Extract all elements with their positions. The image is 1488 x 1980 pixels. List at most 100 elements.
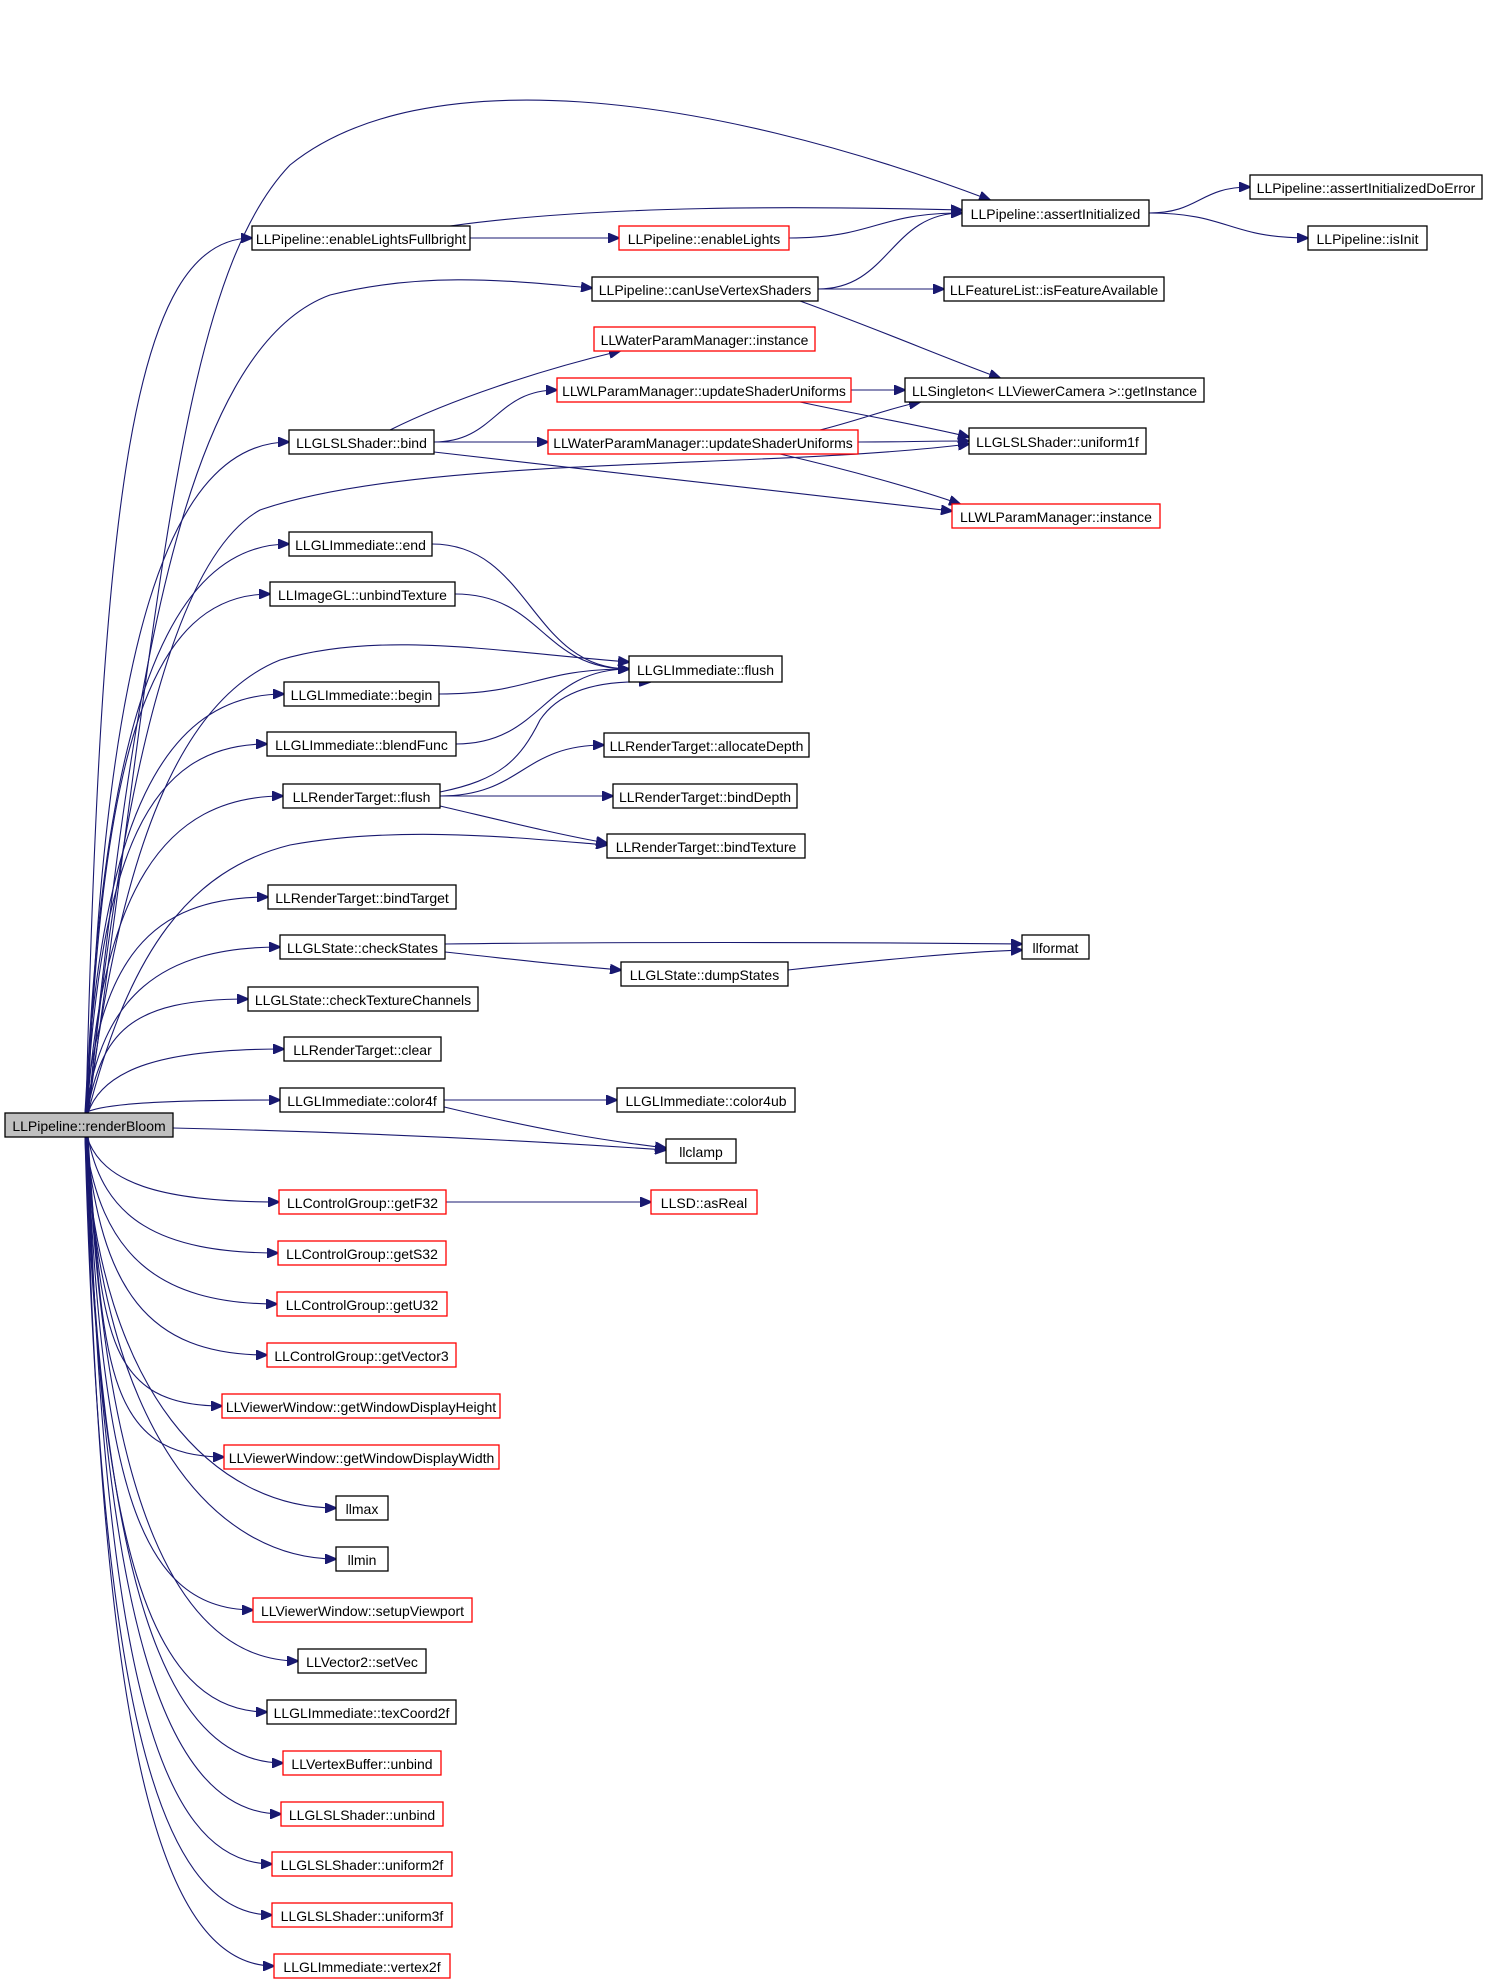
edge-renderBloom-to-vertex2f <box>85 1136 274 1966</box>
node-texCoord2f[interactable]: LLGLImmediate::texCoord2f <box>266 1699 457 1725</box>
node-label: LLViewerWindow::setupViewport <box>261 1603 464 1619</box>
node-label: LLControlGroup::getU32 <box>286 1297 439 1313</box>
node-label: LLGLImmediate::vertex2f <box>283 1959 440 1975</box>
node-box <box>591 276 819 302</box>
node-checkTextureChannels[interactable]: LLGLState::checkTextureChannels <box>247 986 479 1012</box>
edge-renderBloom-to-rtFlush <box>86 796 283 1114</box>
node-llformat[interactable]: llformat <box>1021 934 1090 960</box>
node-box <box>1249 174 1483 200</box>
node-uniform3f[interactable]: LLGLSLShader::uniform3f <box>271 1902 453 1928</box>
node-immEnd[interactable]: LLGLImmediate::end <box>288 531 433 557</box>
node-label: LLGLState::checkTextureChannels <box>255 992 471 1008</box>
edge-renderBloom-to-blendFunc <box>85 744 267 1114</box>
node-wlInstance[interactable]: LLWLParamManager::instance <box>951 503 1161 529</box>
node-unbindTexture[interactable]: LLImageGL::unbindTexture <box>269 581 456 607</box>
node-immFlush[interactable]: LLGLImmediate::flush <box>628 655 783 683</box>
edge-renderBloom-to-displayHeight <box>86 1136 222 1406</box>
node-label: LLVector2::setVec <box>306 1654 418 1670</box>
node-checkStates[interactable]: LLGLState::checkStates <box>279 934 446 960</box>
node-immBegin[interactable]: LLGLImmediate::begin <box>283 681 440 707</box>
node-blendFunc[interactable]: LLGLImmediate::blendFunc <box>266 731 457 757</box>
edge-renderBloom-to-getVector3 <box>85 1136 267 1355</box>
node-getS32[interactable]: LLControlGroup::getS32 <box>277 1240 447 1266</box>
node-label: LLGLState::dumpStates <box>630 967 779 983</box>
node-llmin[interactable]: llmin <box>335 1546 389 1572</box>
node-vbUnbind[interactable]: LLVertexBuffer::unbind <box>282 1750 442 1776</box>
node-bindTexture[interactable]: LLRenderTarget::bindTexture <box>606 833 806 859</box>
node-box <box>277 1240 447 1266</box>
node-label: LLPipeline::renderBloom <box>12 1118 165 1134</box>
edge-renderBloom-to-llclamp <box>172 1127 666 1150</box>
edge-waterUpdateShaderUniforms-to-wlInstance <box>779 453 960 504</box>
node-llclamp[interactable]: llclamp <box>665 1138 737 1164</box>
node-rtClear[interactable]: LLRenderTarget::clear <box>283 1036 442 1062</box>
node-getF32[interactable]: LLControlGroup::getF32 <box>278 1189 447 1215</box>
edge-shaderBind-to-wlInstance <box>433 451 952 511</box>
node-displayHeight[interactable]: LLViewerWindow::getWindowDisplayHeight <box>221 1393 501 1419</box>
node-label: LLPipeline::enableLightsFullbright <box>256 231 466 247</box>
edge-blendFunc-to-immFlush <box>455 669 629 745</box>
node-isFeatureAvailable[interactable]: LLFeatureList::isFeatureAvailable <box>943 276 1165 302</box>
edge-renderBloom-to-llmax <box>84 1136 336 1508</box>
node-getU32[interactable]: LLControlGroup::getU32 <box>276 1291 448 1317</box>
node-wlUpdateShaderUniforms[interactable]: LLWLParamManager::updateShaderUniforms <box>556 377 852 403</box>
node-assertInitialized[interactable]: LLPipeline::assertInitialized <box>961 199 1150 227</box>
node-box <box>297 1648 427 1674</box>
node-color4ub[interactable]: LLGLImmediate::color4ub <box>616 1087 796 1113</box>
node-box <box>1021 934 1090 960</box>
node-box <box>904 377 1205 403</box>
edge-wlUpdateShaderUniforms-to-uniform1f <box>799 401 969 437</box>
node-label: LLGLSLShader::bind <box>296 435 427 451</box>
node-llmax[interactable]: llmax <box>335 1495 389 1521</box>
edge-renderBloom-to-enableLightsFullbright <box>85 238 252 1114</box>
node-uniform1f[interactable]: LLGLSLShader::uniform1f <box>968 427 1147 455</box>
node-setupViewport[interactable]: LLViewerWindow::setupViewport <box>252 1597 473 1623</box>
node-label: LLWaterParamManager::updateShaderUniform… <box>553 435 853 451</box>
node-box <box>279 934 446 960</box>
edge-renderBloom-to-getU32 <box>84 1136 277 1304</box>
node-assertInitializedDoError[interactable]: LLPipeline::assertInitializedDoError <box>1249 174 1483 200</box>
node-waterInstance[interactable]: LLWaterParamManager::instance <box>593 326 816 352</box>
node-displayWidth[interactable]: LLViewerWindow::getWindowDisplayWidth <box>223 1444 500 1470</box>
edge-renderBloom-to-texCoord2f <box>84 1136 267 1712</box>
edge-renderBloom-to-uniform2f <box>87 1136 272 1864</box>
node-shaderBind[interactable]: LLGLSLShader::bind <box>288 429 435 455</box>
node-box <box>221 1393 501 1419</box>
node-box <box>951 503 1161 529</box>
node-box <box>665 1138 737 1164</box>
node-getVector3[interactable]: LLControlGroup::getVector3 <box>266 1342 457 1368</box>
edge-renderBloom-to-unbindTexture <box>86 594 270 1114</box>
node-label: LLRenderTarget::flush <box>293 789 431 805</box>
node-isInit[interactable]: LLPipeline::isInit <box>1307 225 1428 251</box>
node-bindDepth[interactable]: LLRenderTarget::bindDepth <box>612 783 798 809</box>
node-bindTarget[interactable]: LLRenderTarget::bindTarget <box>267 884 457 910</box>
node-enableLights[interactable]: LLPipeline::enableLights <box>618 225 790 251</box>
node-label: llmax <box>346 1501 379 1517</box>
node-allocateDepth[interactable]: LLRenderTarget::allocateDepth <box>603 732 810 758</box>
node-renderBloom[interactable]: LLPipeline::renderBloom <box>4 1112 174 1138</box>
node-singletonGetInstance[interactable]: LLSingleton< LLViewerCamera >::getInstan… <box>904 377 1205 403</box>
node-box <box>280 1801 444 1827</box>
edge-layer <box>84 99 1308 1966</box>
node-setVec[interactable]: LLVector2::setVec <box>297 1648 427 1674</box>
node-asReal[interactable]: LLSD::asReal <box>650 1189 758 1215</box>
node-label: LLGLState::checkStates <box>287 940 438 956</box>
node-label: llclamp <box>679 1144 723 1160</box>
node-label: LLPipeline::isInit <box>1317 231 1419 247</box>
node-waterUpdateShaderUniforms[interactable]: LLWaterParamManager::updateShaderUniform… <box>547 429 859 455</box>
node-label: LLGLImmediate::texCoord2f <box>274 1705 450 1721</box>
node-vertex2f[interactable]: LLGLImmediate::vertex2f <box>273 1953 451 1979</box>
node-enableLightsFullbright[interactable]: LLPipeline::enableLightsFullbright <box>251 225 471 251</box>
node-shaderUnbind[interactable]: LLGLSLShader::unbind <box>280 1801 444 1827</box>
edge-immBegin-to-immFlush <box>438 669 629 695</box>
node-color4f[interactable]: LLGLImmediate::color4f <box>279 1087 445 1113</box>
node-box <box>273 1953 451 1979</box>
node-box <box>961 199 1150 227</box>
node-dumpStates[interactable]: LLGLState::dumpStates <box>620 961 789 987</box>
node-label: LLRenderTarget::clear <box>293 1042 432 1058</box>
node-rtFlush[interactable]: LLRenderTarget::flush <box>282 783 441 809</box>
edge-color4f-to-llclamp <box>439 1105 666 1148</box>
node-canUseVertexShaders[interactable]: LLPipeline::canUseVertexShaders <box>591 276 819 302</box>
node-label: LLGLImmediate::end <box>295 537 426 553</box>
node-uniform2f[interactable]: LLGLSLShader::uniform2f <box>271 1851 453 1877</box>
